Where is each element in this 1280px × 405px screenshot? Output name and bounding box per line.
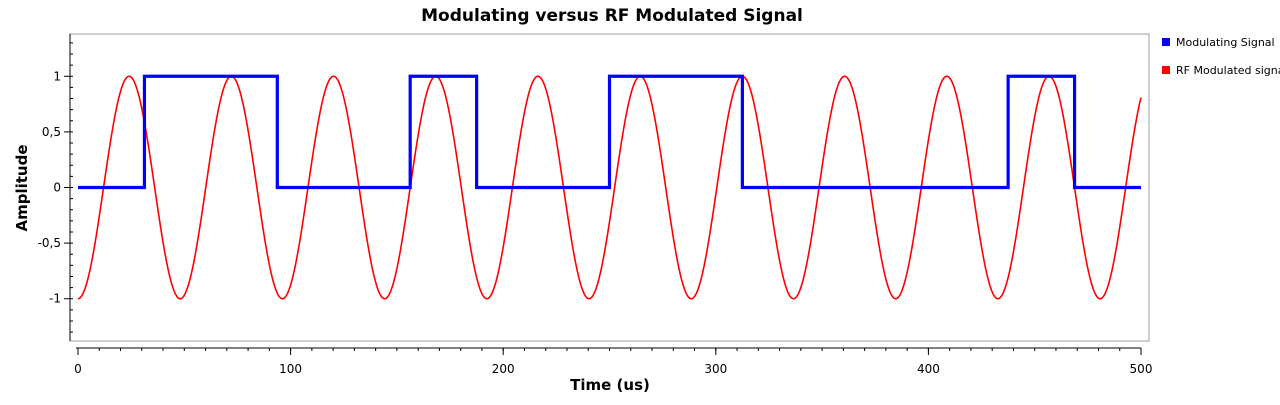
legend-swatch xyxy=(1162,38,1170,46)
series-modulating-line xyxy=(78,74,1141,190)
y-tick-label: 1 xyxy=(53,69,61,83)
x-tick-label: 300 xyxy=(704,362,727,376)
y-tick-label: -0,5 xyxy=(38,236,61,250)
legend-swatch xyxy=(1162,66,1170,74)
y-tick-label: 0 xyxy=(53,181,61,195)
plot-area: 1 0,5 0 -0,5 -1 0 100 200 300 400 500 xyxy=(38,33,1153,376)
x-tick-label: 400 xyxy=(917,362,940,376)
y-tick-label: 0,5 xyxy=(42,125,61,139)
y-axis-label: Amplitude xyxy=(13,144,31,231)
x-axis-label: Time (us) xyxy=(570,376,650,394)
x-tick-label: 0 xyxy=(74,362,82,376)
y-tick-label: -1 xyxy=(49,292,61,306)
x-tick-label: 500 xyxy=(1130,362,1153,376)
legend-label: Modulating Signal xyxy=(1176,36,1275,49)
series-rf-modulated-line xyxy=(77,75,1142,300)
chart-title: Modulating versus RF Modulated Signal xyxy=(421,6,803,26)
x-tick-label: 100 xyxy=(279,362,302,376)
legend-label: RF Modulated signal xyxy=(1176,64,1280,77)
x-tick-label: 200 xyxy=(492,362,515,376)
legend: Modulating Signal RF Modulated signal xyxy=(1162,36,1280,77)
